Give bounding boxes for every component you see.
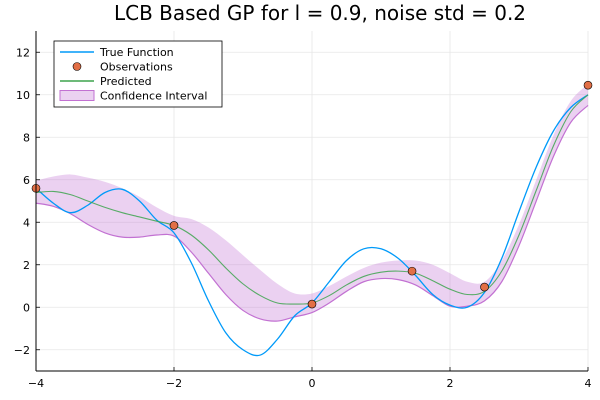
y-tick-label: 2 <box>23 259 30 272</box>
legend-label: Predicted <box>100 75 152 88</box>
y-tick-label: 10 <box>16 89 30 102</box>
observation-point <box>583 80 593 90</box>
x-tick-label: −2 <box>166 377 182 390</box>
y-tick-label: 0 <box>23 301 30 314</box>
legend-band-swatch <box>59 90 95 101</box>
observation-point <box>169 221 179 230</box>
legend-marker-swatch <box>72 62 82 71</box>
observation-point <box>407 266 417 276</box>
legend-label: True Function <box>99 46 174 59</box>
y-tick-label: 8 <box>23 131 30 144</box>
x-tick-label: 2 <box>447 377 454 390</box>
axes <box>35 31 589 372</box>
chart-title: LCB Based GP for l = 0.9, noise std = 0.… <box>114 1 526 25</box>
tick-labels: −4 −2 0 2 4 −2 0 2 4 6 8 10 12 <box>14 46 592 390</box>
y-tick-label: 6 <box>23 174 30 187</box>
x-tick-label: −4 <box>28 377 44 390</box>
x-tick-label: 4 <box>585 377 592 390</box>
confidence-band <box>35 84 589 322</box>
legend-label: Observations <box>100 61 173 74</box>
observation-point <box>480 282 489 292</box>
confidence-area <box>36 84 588 322</box>
x-tick-label: 0 <box>309 377 316 390</box>
y-tick-label: 4 <box>23 216 30 229</box>
confidence-lower-line <box>35 104 589 322</box>
observation-point <box>307 299 317 309</box>
legend-label: Confidence Interval <box>100 90 207 103</box>
y-tick-label: 12 <box>16 46 30 59</box>
y-tick-label: −2 <box>14 344 30 357</box>
